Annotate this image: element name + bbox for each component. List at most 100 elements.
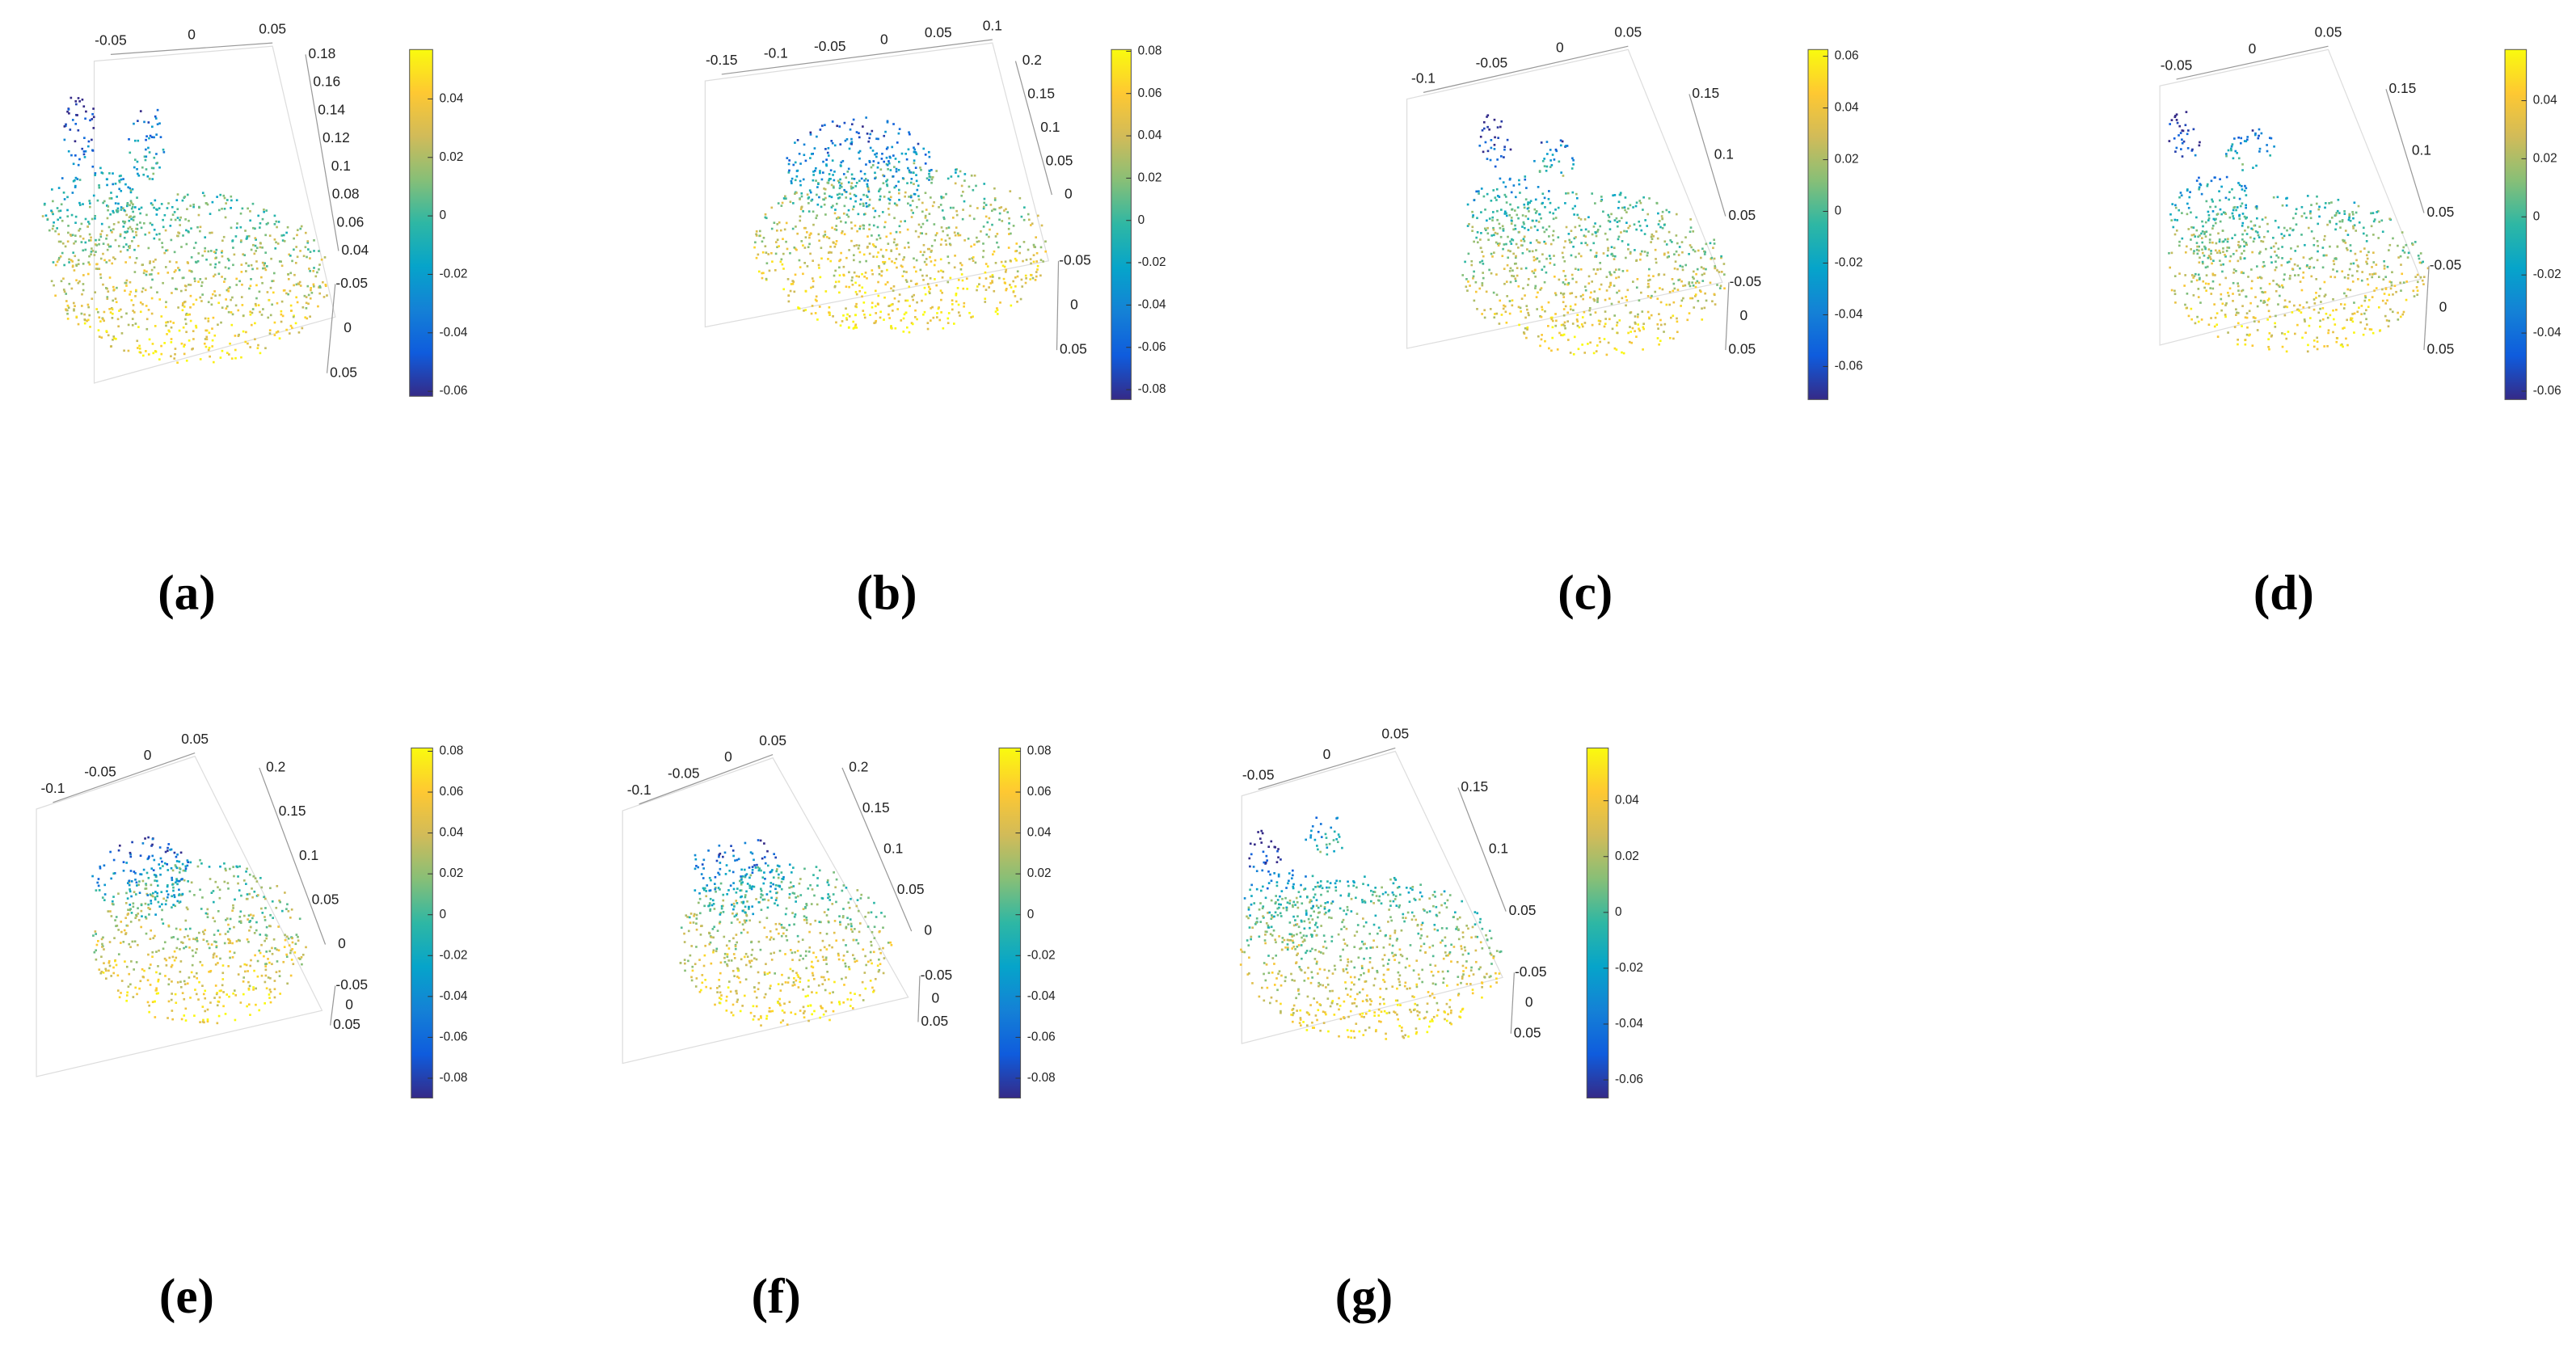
point bbox=[250, 248, 253, 251]
point bbox=[2312, 339, 2316, 342]
point bbox=[898, 225, 901, 228]
point bbox=[1584, 235, 1587, 238]
point bbox=[850, 925, 853, 928]
point bbox=[751, 948, 754, 951]
point bbox=[142, 868, 145, 871]
point bbox=[874, 321, 877, 324]
point bbox=[999, 301, 1001, 304]
point bbox=[100, 336, 103, 339]
point bbox=[885, 249, 887, 251]
point bbox=[1500, 155, 1503, 158]
point bbox=[755, 958, 758, 961]
point bbox=[2195, 248, 2199, 251]
point bbox=[258, 949, 261, 952]
point bbox=[1663, 322, 1667, 326]
point bbox=[994, 310, 997, 313]
point bbox=[1639, 201, 1642, 204]
point bbox=[835, 225, 838, 227]
point bbox=[122, 941, 125, 943]
point bbox=[132, 210, 134, 213]
point bbox=[2316, 259, 2319, 262]
point bbox=[1595, 255, 1598, 257]
point bbox=[41, 215, 44, 217]
point bbox=[69, 129, 72, 131]
point bbox=[1667, 211, 1671, 213]
point bbox=[2286, 229, 2288, 232]
point bbox=[290, 959, 293, 961]
point bbox=[817, 263, 820, 267]
point bbox=[1474, 280, 1478, 284]
point bbox=[2348, 213, 2351, 216]
point bbox=[2190, 150, 2194, 152]
point bbox=[2220, 309, 2223, 312]
point bbox=[973, 243, 976, 246]
point bbox=[1718, 271, 1721, 273]
point bbox=[1593, 298, 1596, 301]
point bbox=[2229, 147, 2232, 150]
point bbox=[175, 269, 177, 272]
point bbox=[209, 969, 213, 972]
point bbox=[2222, 211, 2225, 214]
point bbox=[147, 309, 150, 311]
point bbox=[1595, 350, 1598, 352]
point bbox=[2342, 345, 2344, 348]
point bbox=[133, 166, 136, 169]
point bbox=[132, 996, 135, 998]
point bbox=[175, 865, 178, 868]
point bbox=[173, 894, 175, 896]
point bbox=[989, 282, 993, 285]
point bbox=[897, 168, 900, 171]
point bbox=[2370, 212, 2372, 215]
point bbox=[94, 217, 96, 220]
point bbox=[1690, 246, 1693, 249]
point bbox=[1676, 268, 1679, 271]
point bbox=[213, 290, 216, 293]
point bbox=[235, 284, 238, 286]
point bbox=[1658, 220, 1661, 222]
point bbox=[181, 309, 184, 312]
point bbox=[866, 133, 869, 135]
point bbox=[2186, 133, 2189, 136]
point bbox=[855, 275, 858, 277]
point bbox=[800, 205, 803, 209]
point bbox=[152, 260, 155, 263]
point bbox=[275, 331, 278, 334]
point bbox=[926, 327, 930, 331]
point bbox=[218, 896, 221, 900]
point bbox=[2353, 201, 2356, 204]
point bbox=[1000, 206, 1003, 209]
point bbox=[2343, 210, 2346, 213]
point bbox=[982, 226, 985, 228]
point bbox=[1681, 268, 1684, 272]
point bbox=[819, 949, 822, 951]
point bbox=[77, 259, 80, 262]
point bbox=[2178, 209, 2181, 212]
point bbox=[162, 150, 166, 154]
point bbox=[285, 231, 288, 234]
point bbox=[2196, 245, 2199, 248]
point bbox=[1646, 295, 1650, 297]
point bbox=[288, 944, 291, 946]
point bbox=[167, 846, 169, 849]
point bbox=[791, 280, 795, 282]
point bbox=[1598, 322, 1601, 326]
point bbox=[1655, 261, 1658, 264]
point bbox=[1503, 304, 1505, 307]
point bbox=[2237, 322, 2240, 325]
point bbox=[1506, 263, 1509, 267]
point bbox=[909, 181, 913, 184]
point bbox=[175, 956, 178, 959]
point bbox=[900, 319, 903, 322]
point bbox=[929, 319, 932, 322]
point bbox=[51, 188, 53, 191]
point bbox=[917, 195, 920, 197]
point bbox=[807, 202, 810, 204]
point bbox=[1015, 259, 1018, 262]
point bbox=[894, 158, 897, 160]
point bbox=[125, 312, 128, 315]
point bbox=[2366, 263, 2368, 265]
point bbox=[1608, 228, 1612, 230]
point bbox=[132, 216, 135, 219]
point bbox=[1027, 248, 1030, 251]
point bbox=[107, 334, 110, 337]
